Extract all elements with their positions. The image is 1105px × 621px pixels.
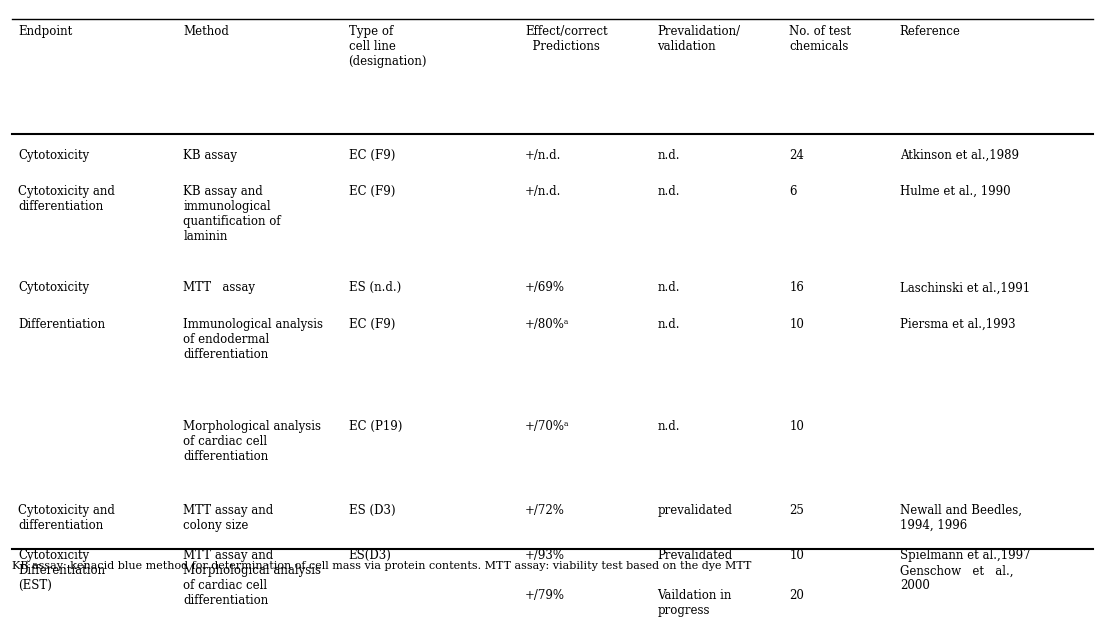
Text: +/70%ᵃ: +/70%ᵃ: [525, 420, 569, 433]
Text: Effect/correct
  Predictions: Effect/correct Predictions: [525, 25, 608, 53]
Text: 25: 25: [789, 504, 804, 517]
Text: EC (F9): EC (F9): [348, 149, 394, 162]
Text: +/80%ᵃ: +/80%ᵃ: [525, 317, 569, 330]
Text: ES(D3): ES(D3): [348, 550, 391, 563]
Text: +/93%: +/93%: [525, 550, 565, 563]
Text: EC (P19): EC (P19): [348, 420, 402, 433]
Text: Hulme et al., 1990: Hulme et al., 1990: [899, 185, 1010, 198]
Text: n.d.: n.d.: [657, 149, 680, 162]
Text: Cytotoxicity: Cytotoxicity: [18, 281, 90, 294]
Text: EC (F9): EC (F9): [348, 185, 394, 198]
Text: n.d.: n.d.: [657, 281, 680, 294]
Text: +/n.d.: +/n.d.: [525, 149, 561, 162]
Text: Morphological analysis
of cardiac cell
differentiation: Morphological analysis of cardiac cell d…: [183, 420, 322, 463]
Text: 16: 16: [789, 281, 804, 294]
Text: n.d.: n.d.: [657, 185, 680, 198]
Text: Method: Method: [183, 25, 229, 39]
Text: 10: 10: [789, 420, 804, 433]
Text: +/79%: +/79%: [525, 589, 565, 602]
Text: Prevalidated: Prevalidated: [657, 550, 733, 563]
Text: EC (F9): EC (F9): [348, 317, 394, 330]
Text: Prevalidation/
validation: Prevalidation/ validation: [657, 25, 740, 53]
Text: KB assay: KB assay: [183, 149, 238, 162]
Text: Vaildation in
progress: Vaildation in progress: [657, 589, 732, 617]
Text: 10: 10: [789, 317, 804, 330]
Text: +/69%: +/69%: [525, 281, 565, 294]
Text: Cytotoxicity and
differentiation: Cytotoxicity and differentiation: [18, 185, 115, 213]
Text: MTT assay and
Morphological analysis
of cardiac cell
differentiation: MTT assay and Morphological analysis of …: [183, 550, 322, 607]
Text: MTT   assay: MTT assay: [183, 281, 255, 294]
Text: n.d.: n.d.: [657, 317, 680, 330]
Text: prevalidated: prevalidated: [657, 504, 733, 517]
Text: Immunological analysis
of endodermal
differentiation: Immunological analysis of endodermal dif…: [183, 317, 324, 361]
Text: Differentiation: Differentiation: [18, 317, 105, 330]
Text: Atkinson et al.,1989: Atkinson et al.,1989: [899, 149, 1019, 162]
Text: 20: 20: [789, 589, 804, 602]
Text: Type of
cell line
(designation): Type of cell line (designation): [348, 25, 428, 68]
Text: ES (D3): ES (D3): [348, 504, 396, 517]
Text: 24: 24: [789, 149, 804, 162]
Text: +/n.d.: +/n.d.: [525, 185, 561, 198]
Text: 6: 6: [789, 185, 797, 198]
Text: No. of test
chemicals: No. of test chemicals: [789, 25, 852, 53]
Text: Cytotoxicity and
differentiation: Cytotoxicity and differentiation: [18, 504, 115, 532]
Text: Laschinski et al.,1991: Laschinski et al.,1991: [899, 281, 1030, 294]
Text: KB assay and
immunological
quantification of
laminin: KB assay and immunological quantificatio…: [183, 185, 281, 243]
Text: n.d.: n.d.: [657, 420, 680, 433]
Text: KB assay: kenacid blue method for determination of cell mass via protein content: KB assay: kenacid blue method for determ…: [12, 561, 751, 571]
Text: Reference: Reference: [899, 25, 960, 39]
Text: Endpoint: Endpoint: [18, 25, 72, 39]
Text: Piersma et al.,1993: Piersma et al.,1993: [899, 317, 1015, 330]
Text: 10: 10: [789, 550, 804, 563]
Text: ES (n.d.): ES (n.d.): [348, 281, 401, 294]
Text: Newall and Beedles,
1994, 1996: Newall and Beedles, 1994, 1996: [899, 504, 1022, 532]
Text: MTT assay and
colony size: MTT assay and colony size: [183, 504, 274, 532]
Text: Cytotoxicity: Cytotoxicity: [18, 149, 90, 162]
Text: Spielmann et al.,1997
Genschow   et   al.,
2000: Spielmann et al.,1997 Genschow et al., 2…: [899, 550, 1030, 592]
Text: +/72%: +/72%: [525, 504, 565, 517]
Text: Cytotoxicity
Differentiation
(EST): Cytotoxicity Differentiation (EST): [18, 550, 105, 592]
